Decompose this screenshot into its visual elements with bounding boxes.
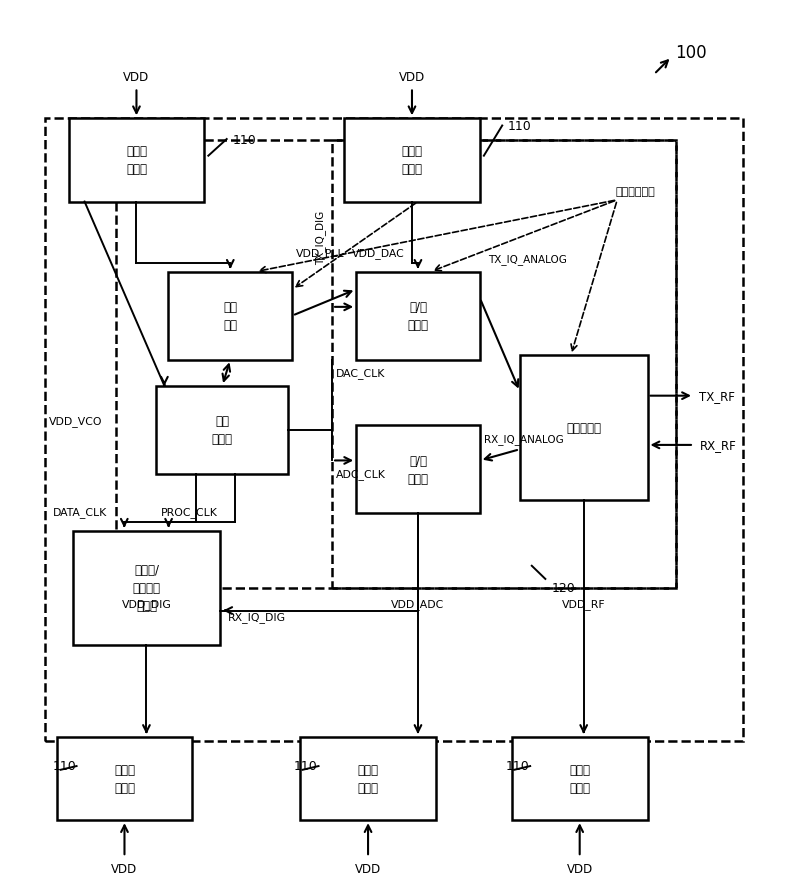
Text: RX_RF: RX_RF xyxy=(699,439,736,452)
Text: VDD_ADC: VDD_ADC xyxy=(391,598,445,609)
Text: VDD_RF: VDD_RF xyxy=(562,598,606,609)
Text: VDD_DAC: VDD_DAC xyxy=(352,248,405,259)
Bar xyxy=(117,141,675,588)
Text: RX_IQ_ANALOG: RX_IQ_ANALOG xyxy=(484,434,564,444)
Text: RX_IQ_DIG: RX_IQ_DIG xyxy=(228,611,286,622)
Bar xyxy=(157,386,288,474)
Text: 100: 100 xyxy=(675,44,707,62)
Text: 低压差
调压器: 低压差 调压器 xyxy=(126,145,147,176)
Text: 处理器/
数字信号
处理器: 处理器/ 数字信号 处理器 xyxy=(133,564,161,613)
Text: 110: 110 xyxy=(53,759,76,772)
Bar xyxy=(512,737,647,820)
Bar xyxy=(73,531,220,645)
Text: VDD: VDD xyxy=(399,70,425,83)
Text: 锁相
回路: 锁相 回路 xyxy=(223,301,238,332)
Bar xyxy=(57,737,192,820)
Text: TX_RF: TX_RF xyxy=(699,390,735,403)
Text: 模/数
转换器: 模/数 转换器 xyxy=(407,454,429,486)
Text: 嵌入式模拟块: 嵌入式模拟块 xyxy=(616,187,655,197)
Bar xyxy=(356,426,480,514)
Text: 120: 120 xyxy=(552,581,575,594)
Text: ADC_CLK: ADC_CLK xyxy=(336,469,386,479)
Bar xyxy=(356,272,480,360)
Text: 低压差
调压器: 低压差 调压器 xyxy=(114,763,135,795)
Text: VDD: VDD xyxy=(566,862,593,875)
Text: 110: 110 xyxy=(508,120,531,133)
Text: VDD: VDD xyxy=(355,862,381,875)
Text: 110: 110 xyxy=(294,759,318,772)
Text: 低压差
调压器: 低压差 调压器 xyxy=(569,763,590,795)
Text: VDD_PLL: VDD_PLL xyxy=(296,248,345,259)
Bar xyxy=(520,356,647,500)
Text: VDD_DIG: VDD_DIG xyxy=(122,598,171,609)
Text: DATA_CLK: DATA_CLK xyxy=(53,507,107,517)
Text: 低压差
调压器: 低压差 调压器 xyxy=(402,145,422,176)
Bar xyxy=(344,119,480,202)
Text: VDD: VDD xyxy=(111,862,138,875)
Text: 压控
振荡器: 压控 振荡器 xyxy=(212,414,233,446)
Bar xyxy=(332,141,675,588)
Text: 数/模
转换器: 数/模 转换器 xyxy=(407,301,429,332)
Bar xyxy=(300,737,436,820)
Text: DAC_CLK: DAC_CLK xyxy=(336,368,386,378)
Text: 低压差
调压器: 低压差 调压器 xyxy=(358,763,378,795)
Text: TX_IQ_DIG: TX_IQ_DIG xyxy=(314,211,326,264)
Text: 110: 110 xyxy=(506,759,529,772)
Text: 110: 110 xyxy=(232,133,256,147)
Text: PROC_CLK: PROC_CLK xyxy=(161,507,218,517)
Text: 射频收发器: 射频收发器 xyxy=(566,421,601,435)
Text: TX_IQ_ANALOG: TX_IQ_ANALOG xyxy=(488,254,566,265)
Text: VDD: VDD xyxy=(123,70,150,83)
Text: VDD_VCO: VDD_VCO xyxy=(49,416,102,427)
Bar xyxy=(169,272,292,360)
Bar xyxy=(45,119,743,741)
Bar xyxy=(69,119,204,202)
